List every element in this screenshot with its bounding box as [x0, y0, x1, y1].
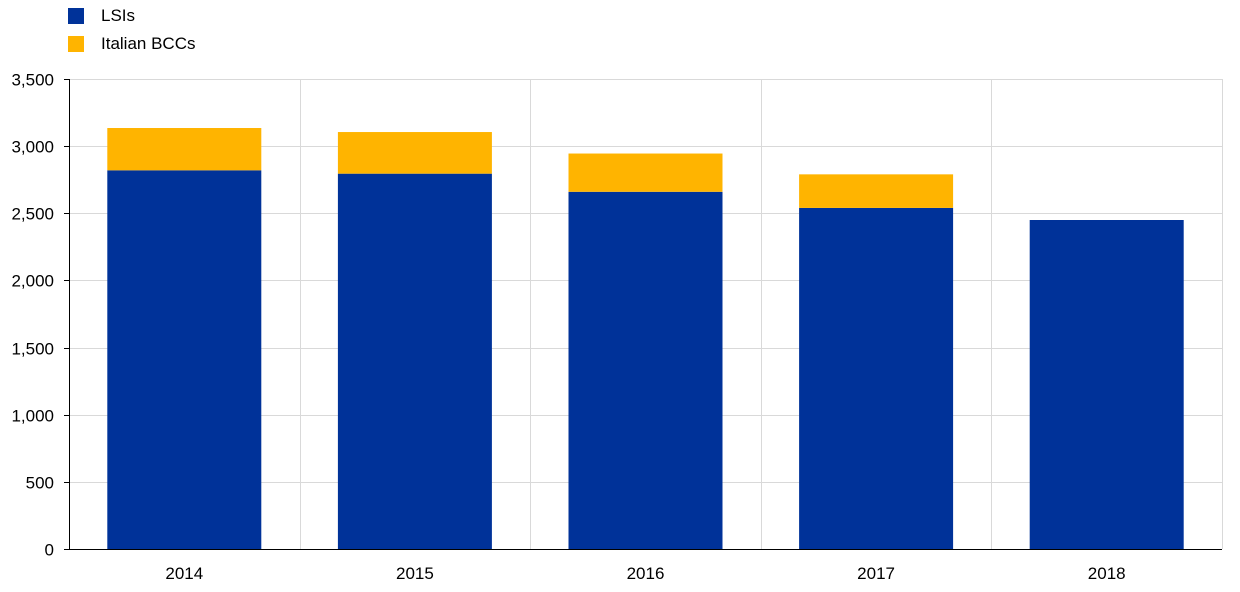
bar-lsis-2015 — [337, 173, 492, 549]
x-tick-label: 2018 — [1088, 564, 1126, 583]
y-tick-label: 3,000 — [11, 138, 54, 157]
x-tick-label: 2014 — [165, 564, 203, 583]
y-tick-label: 3,500 — [11, 71, 54, 90]
legend-item-italian-bccs: Italian BCCs — [68, 30, 195, 58]
y-tick-label: 1,500 — [11, 340, 54, 359]
bar-italian-bccs-2015 — [337, 132, 492, 174]
bar-lsis-2018 — [1029, 220, 1184, 549]
y-tick-label: 2,000 — [11, 272, 54, 291]
y-tick-label: 2,500 — [11, 205, 54, 224]
bar-lsis-2017 — [799, 207, 954, 549]
bar-italian-bccs-2016 — [568, 153, 723, 192]
chart-legend: LSIs Italian BCCs — [68, 2, 195, 58]
legend-item-lsis: LSIs — [68, 2, 195, 30]
legend-swatch-italian-bccs — [68, 36, 84, 52]
bar-italian-bccs-2017 — [799, 174, 954, 208]
legend-label-italian-bccs: Italian BCCs — [101, 34, 196, 53]
x-tick-label: 2015 — [396, 564, 434, 583]
x-tick-label: 2017 — [857, 564, 895, 583]
bar-lsis-2014 — [107, 170, 262, 550]
y-tick-label: 1,000 — [11, 407, 54, 426]
x-tick-label: 2016 — [627, 564, 665, 583]
bar-italian-bccs-2014 — [107, 128, 262, 171]
legend-label-lsis: LSIs — [101, 6, 136, 25]
bar-lsis-2016 — [568, 191, 723, 550]
legend-swatch-lsis — [68, 8, 84, 24]
y-tick-label: 0 — [45, 541, 54, 560]
y-tick-label: 500 — [26, 474, 54, 493]
